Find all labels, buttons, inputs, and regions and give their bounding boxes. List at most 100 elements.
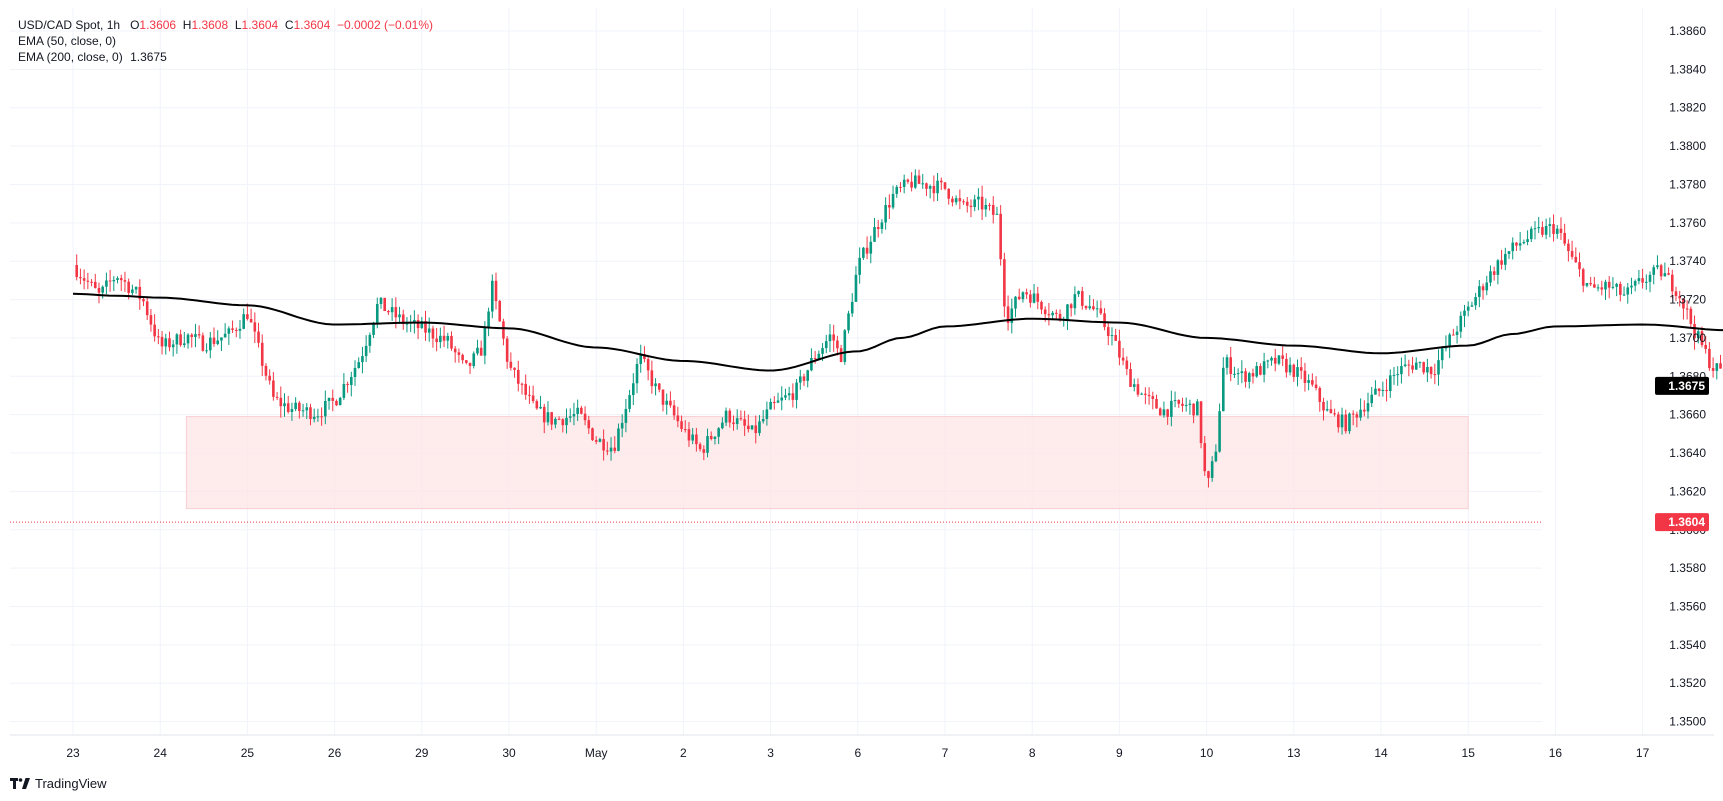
candle-186 <box>765 401 769 426</box>
candle-body <box>646 359 650 371</box>
candle-137 <box>583 406 587 426</box>
candle-184 <box>758 415 761 436</box>
candle-221 <box>895 185 899 198</box>
candle-133 <box>568 408 572 423</box>
candle-body <box>1470 305 1474 307</box>
legend-ema200-row[interactable]: EMA (200, close, 0) 1.3675 <box>18 49 433 65</box>
candle-body <box>787 393 791 396</box>
candle-392 <box>1529 226 1533 243</box>
candle-188 <box>773 396 776 410</box>
candle-396 <box>1544 218 1548 240</box>
candle-body <box>1184 404 1188 406</box>
candle-420 <box>1633 279 1637 292</box>
candle-body <box>160 336 164 347</box>
candle-body <box>587 420 591 429</box>
candle-body <box>988 204 991 206</box>
candle-364 <box>1426 358 1429 383</box>
candle-347 <box>1363 400 1366 417</box>
candle-body <box>1388 375 1392 392</box>
candle-237 <box>954 195 958 206</box>
candle-124 <box>535 399 539 410</box>
candle-body <box>528 394 531 396</box>
candle-body <box>1440 348 1444 361</box>
candle-146 <box>617 423 620 452</box>
candle-body <box>1043 309 1047 315</box>
candle-203 <box>828 324 832 353</box>
candle-76 <box>357 357 361 369</box>
y-tick-0: 1.3500 <box>1669 715 1706 729</box>
candle-body <box>509 361 513 368</box>
candle-442 <box>1715 362 1719 380</box>
candle-body <box>1014 296 1017 309</box>
candle-308 <box>1218 403 1221 453</box>
low-label: L <box>234 18 242 32</box>
candle-body <box>1500 260 1503 265</box>
candle-body <box>1429 366 1433 375</box>
tradingview-branding[interactable]: TradingView <box>10 776 107 791</box>
candle-257 <box>1029 289 1032 308</box>
x-tick-3: 26 <box>328 746 342 760</box>
candle-7 <box>101 285 104 299</box>
candle-body <box>416 319 420 329</box>
candle-body <box>1656 265 1659 268</box>
candle-165 <box>687 422 691 447</box>
candle-115 <box>502 318 505 346</box>
high-label: H <box>182 18 192 32</box>
candle-body <box>138 286 142 300</box>
candle-body <box>858 257 861 275</box>
candle-body <box>1466 306 1470 311</box>
candle-body <box>238 328 242 331</box>
candle-16 <box>134 286 138 294</box>
y-tick-10: 1.3700 <box>1669 331 1706 345</box>
candle-body <box>476 347 479 354</box>
candle-148 <box>624 399 628 433</box>
candle-body <box>1593 284 1596 288</box>
candle-77 <box>361 346 364 374</box>
candle-402 <box>1567 239 1570 262</box>
candle-body <box>665 400 669 405</box>
candle-body <box>1029 294 1032 303</box>
candle-140 <box>594 436 598 445</box>
candle-229 <box>925 182 928 197</box>
candle-191 <box>784 388 787 401</box>
candle-210 <box>854 266 858 303</box>
candle-296 <box>1173 391 1177 408</box>
symbol-title[interactable]: USD/CAD Spot, 1h <box>18 18 121 32</box>
candle-body <box>732 422 735 425</box>
x-tick-5: 30 <box>502 746 516 760</box>
price-axis[interactable]: 1.35001.35201.35401.35601.35801.36001.36… <box>1669 24 1706 729</box>
candle-231 <box>932 175 936 202</box>
legend-ema50-row[interactable]: EMA (50, close, 0) <box>18 33 433 49</box>
candle-body <box>524 383 527 395</box>
candle-body <box>721 422 724 429</box>
candle-239 <box>962 199 965 205</box>
candle-body <box>594 440 598 442</box>
candle-body <box>1270 357 1273 361</box>
candle-body <box>90 281 93 283</box>
candle-body <box>1529 228 1533 240</box>
candle-body <box>346 383 349 385</box>
time-axis[interactable]: 23 24 25 26 29 30 May 2 3 6 7 8 9 10 13 14 15 16 17 <box>66 746 1649 760</box>
candle-body <box>784 395 787 398</box>
candle-175 <box>724 407 728 427</box>
ema200-value: 1.3675 <box>130 50 167 64</box>
candle-40 <box>223 323 227 338</box>
candle-body <box>1144 393 1147 395</box>
candle-194 <box>795 379 798 409</box>
candle-430 <box>1670 269 1674 299</box>
candle-311 <box>1229 346 1233 382</box>
candle-body <box>383 297 386 312</box>
candle-244 <box>980 185 984 221</box>
candle-body <box>795 382 798 400</box>
candle-body <box>331 397 335 401</box>
candle-body <box>709 436 713 439</box>
candle-body <box>1607 281 1611 288</box>
candle-body <box>1129 369 1132 387</box>
candle-body <box>702 449 706 453</box>
candle-56 <box>283 393 286 417</box>
candle-body <box>880 222 884 229</box>
candle-body <box>1103 313 1106 328</box>
candle-320 <box>1262 352 1266 383</box>
candle-body <box>1645 281 1648 283</box>
